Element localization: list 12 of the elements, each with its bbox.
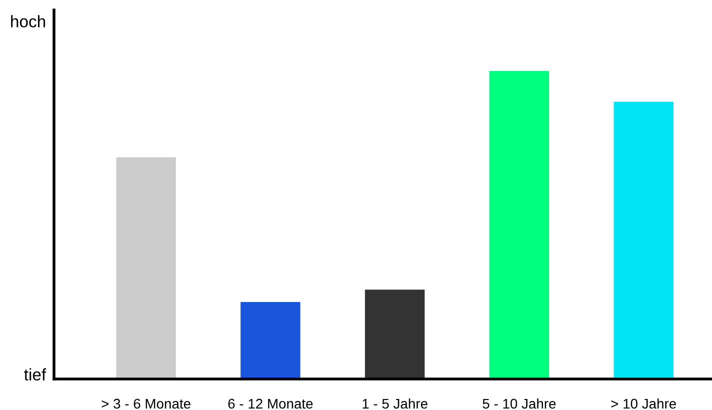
x-tick-label: 1 - 5 Jahre — [362, 398, 428, 409]
x-tick-label: 5 - 10 Jahre — [482, 398, 556, 409]
x-tick-label: > 10 Jahre — [611, 398, 676, 409]
bar — [364, 290, 425, 379]
text: tief — [24, 368, 46, 381]
text: hoch — [11, 15, 46, 28]
x-tick-label: 6 - 12 Monate — [228, 398, 313, 409]
bar — [116, 157, 176, 379]
bar — [614, 102, 674, 379]
bar — [240, 302, 300, 379]
bar — [489, 70, 550, 379]
x-tick-label: > 3 - 6 Monate — [102, 398, 190, 409]
